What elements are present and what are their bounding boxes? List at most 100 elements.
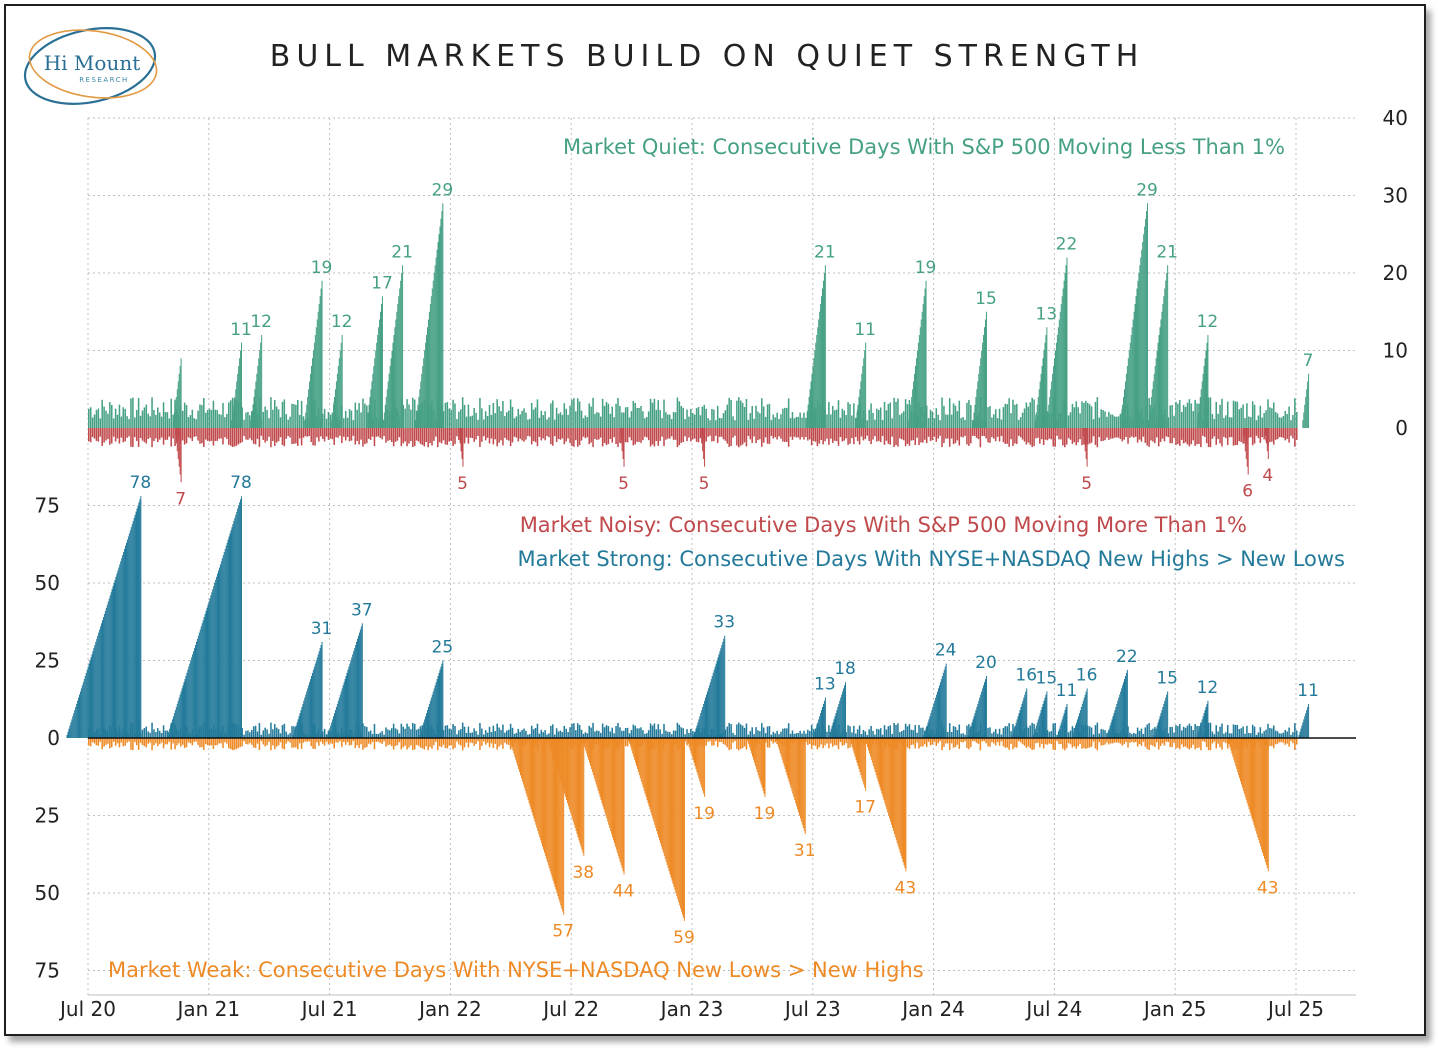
weak-bar <box>552 738 554 881</box>
weak-bar <box>800 738 802 822</box>
weak-bar <box>603 738 605 810</box>
strong-bar <box>71 719 73 738</box>
noisy-bar <box>175 428 177 444</box>
noisy-bar <box>726 428 729 444</box>
quiet-bar <box>1134 304 1136 428</box>
strong-bar <box>927 722 929 738</box>
weak-bar <box>1133 738 1135 743</box>
quiet-bar <box>454 403 456 428</box>
weak-bar <box>816 738 819 750</box>
weak-bar <box>597 738 599 791</box>
noisy-bar <box>550 428 552 445</box>
quiet-bar <box>236 381 238 428</box>
quiet-bar <box>861 373 863 428</box>
weak-bar <box>569 738 571 813</box>
quiet-bar <box>1240 407 1242 428</box>
chart-title: BULL MARKETS BUILD ON QUIET STRENGTH <box>270 39 1145 74</box>
strong-bar <box>218 567 220 738</box>
weak-bar <box>454 738 456 748</box>
quiet-bar <box>1042 358 1044 428</box>
quiet-bar <box>1052 373 1054 428</box>
weak-bar <box>871 738 873 763</box>
strong-bar <box>350 660 352 738</box>
noisy-bar <box>1131 428 1133 437</box>
strong-bar <box>456 734 458 738</box>
strong-bar <box>1029 725 1032 738</box>
noisy-bar <box>814 428 817 442</box>
quiet-bar <box>1203 366 1205 428</box>
strong-bar <box>824 697 826 738</box>
strong-bar <box>264 727 266 738</box>
weak-bar <box>690 738 692 754</box>
weak-bar <box>732 738 734 743</box>
strong-bar <box>902 730 905 738</box>
strong-bar <box>1156 725 1158 738</box>
noisy-bar <box>1243 428 1245 444</box>
noisy-bar <box>594 428 596 439</box>
strong-bar <box>1122 685 1124 738</box>
noisy-bar <box>436 428 439 448</box>
noisy-bar <box>306 428 309 437</box>
quiet-bar <box>895 401 897 428</box>
quiet-bar <box>312 350 314 428</box>
strong-bar <box>1121 688 1123 738</box>
weak-bar <box>553 738 555 884</box>
weak-bar <box>935 738 938 746</box>
quiet-bar <box>634 402 637 428</box>
noisy-bar <box>360 428 362 440</box>
quiet-bar <box>440 218 442 428</box>
weak-bar <box>492 738 495 748</box>
strong-bar <box>1111 719 1113 738</box>
weak-bar <box>784 738 786 769</box>
weak-bar <box>481 738 483 746</box>
strong-bar <box>1133 732 1135 738</box>
strong-bar <box>519 731 521 738</box>
noisy-bar <box>532 428 535 442</box>
quiet-bar <box>199 404 201 428</box>
weak-bar <box>1211 738 1214 744</box>
weak-bar <box>761 738 763 788</box>
strong-bar <box>930 713 932 738</box>
weak-bar <box>713 738 715 746</box>
weak-bar <box>1004 738 1007 748</box>
noisy-bar <box>854 428 857 437</box>
noisy-bar <box>502 428 504 446</box>
quiet-bar <box>402 265 404 428</box>
noisy-bar <box>413 428 416 447</box>
strong-bar <box>1278 733 1281 738</box>
noisy-bar <box>536 428 539 447</box>
strong-bar <box>117 570 119 738</box>
noisy-bar <box>812 428 815 442</box>
quiet-bar <box>241 407 243 428</box>
weak-bar <box>461 738 464 751</box>
weak-bar <box>260 738 263 742</box>
strong-bar <box>840 697 842 738</box>
strong-bar <box>832 722 834 738</box>
quiet-bar <box>1059 311 1061 428</box>
strong-bar <box>899 732 901 738</box>
strong-bar <box>674 730 677 738</box>
noisy-bar <box>1215 428 1218 445</box>
quiet-bar <box>340 342 342 428</box>
noisy-bar <box>97 428 100 442</box>
strong-bar <box>200 626 202 738</box>
strong-bar <box>323 728 326 738</box>
weak-bar <box>898 738 900 850</box>
strong-bar <box>1086 725 1089 738</box>
strong-bar <box>881 734 884 738</box>
strong-bar <box>182 685 184 738</box>
weak-bar <box>687 738 689 745</box>
weak-bar <box>764 738 767 743</box>
weak-bar <box>878 738 880 785</box>
strong-bar <box>968 724 970 738</box>
strong-bar <box>682 728 684 738</box>
weak-bar <box>1217 738 1219 744</box>
noisy-bar <box>1121 428 1124 442</box>
weak-bar <box>97 738 100 746</box>
noisy-run <box>1242 428 1249 475</box>
quiet-bar <box>1098 417 1101 428</box>
strong-bar <box>1263 731 1265 738</box>
weak-bar <box>124 738 126 746</box>
strong-bar <box>1209 722 1212 738</box>
